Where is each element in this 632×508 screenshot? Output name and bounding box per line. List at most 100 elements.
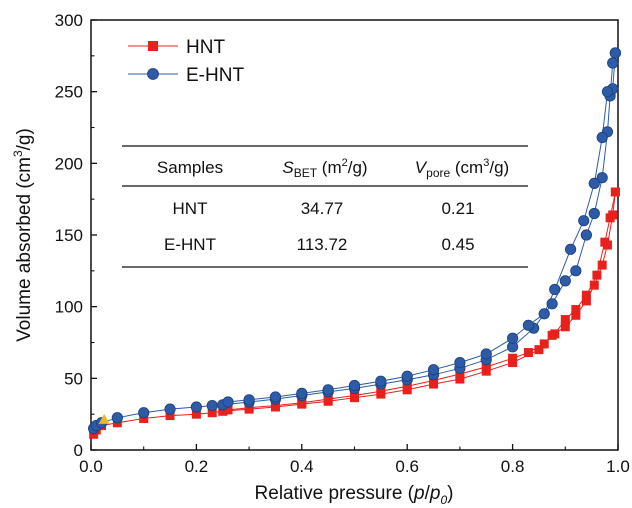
- data-point-hnt: [455, 369, 465, 379]
- table-header-vpore: Vpore (cm3/g): [415, 157, 509, 180]
- sbet-sup: 2: [342, 157, 348, 169]
- data-point-hnt: [523, 348, 533, 358]
- data-point-e-hnt: [601, 86, 614, 98]
- data-point-hnt: [571, 305, 581, 315]
- table-row-2-sbet: 113.72: [297, 235, 348, 254]
- data-point-hnt: [560, 315, 570, 325]
- table-row-1-sample: HNT: [173, 199, 208, 218]
- data-point-e-hnt: [522, 319, 535, 331]
- data-point-e-hnt: [546, 298, 558, 310]
- legend-hnt-marker: [148, 41, 158, 51]
- data-point-hnt: [571, 310, 581, 320]
- data-point-e-hnt: [375, 375, 387, 387]
- data-point-e-hnt: [269, 391, 282, 403]
- x-tick-label: 0.2: [185, 457, 209, 476]
- data-point-hnt: [402, 381, 412, 391]
- y-tick-label: 0: [74, 441, 83, 460]
- data-point-e-hnt: [190, 401, 202, 413]
- table-header-samples: Samples: [157, 158, 223, 177]
- data-point-e-hnt: [596, 172, 608, 184]
- axis-ticks: 0.0 0.2 0.4 0.6 0.8 1.0 0 50 100 150 200 250 300: [55, 11, 630, 476]
- data-point-e-hnt: [401, 370, 413, 382]
- data-point-e-hnt: [607, 57, 619, 69]
- data-point-hnt: [581, 296, 591, 306]
- data-point-hnt: [350, 391, 359, 401]
- x-axis-title-end: ): [447, 483, 453, 504]
- data-point-e-hnt: [538, 308, 550, 320]
- sbet-main: S: [282, 158, 294, 177]
- x-axis-title-p: p: [413, 483, 425, 504]
- data-point-e-hnt: [596, 131, 608, 144]
- data-point-e-hnt: [111, 412, 123, 424]
- data-point-hnt: [597, 260, 607, 270]
- data-point-e-hnt: [506, 332, 519, 344]
- data-point-e-hnt: [427, 364, 440, 376]
- x-tick-label: 0.0: [79, 457, 103, 476]
- x-tick-label: 0.8: [501, 457, 525, 476]
- data-point-hnt: [139, 413, 149, 423]
- y-tick-label: 150: [55, 226, 83, 245]
- data-point-hnt: [223, 405, 233, 415]
- legend: HNT E-HNT: [128, 37, 244, 86]
- data-point-hnt: [605, 213, 615, 223]
- table-header-sbet: SBET (m2/g): [282, 157, 367, 180]
- series-layer: [88, 47, 621, 439]
- legend-ehnt-label: E-HNT: [186, 65, 244, 86]
- data-point-hnt: [600, 237, 610, 247]
- data-point-hnt: [191, 409, 201, 419]
- vpore-main: V: [415, 158, 428, 177]
- data-point-hnt: [165, 411, 175, 421]
- data-point-e-hnt: [559, 275, 571, 287]
- data-point-e-hnt: [588, 177, 600, 189]
- legend-ehnt-marker: [147, 68, 159, 80]
- data-point-e-hnt: [348, 379, 361, 392]
- data-point-e-hnt: [549, 283, 561, 296]
- data-point-hnt: [323, 394, 333, 404]
- highlight-triangle-marker: [98, 413, 110, 424]
- y-tick-label: 200: [55, 154, 83, 173]
- data-point-e-hnt: [588, 207, 600, 220]
- data-point-e-hnt: [480, 348, 492, 360]
- data-point-e-hnt: [570, 265, 582, 277]
- sbet-end: /g): [348, 158, 368, 177]
- data-point-hnt: [610, 187, 620, 197]
- y-tick-label: 250: [55, 83, 83, 102]
- legend-hnt-label: HNT: [186, 37, 225, 58]
- data-point-hnt: [589, 280, 599, 290]
- data-point-e-hnt: [322, 384, 334, 396]
- data-point-hnt: [481, 362, 491, 372]
- data-point-e-hnt: [454, 356, 466, 369]
- data-point-hnt: [270, 401, 280, 411]
- y-axis-title-end: /g): [14, 128, 35, 150]
- data-point-e-hnt: [222, 396, 234, 408]
- x-tick-label: 1.0: [606, 457, 630, 476]
- data-point-hnt: [534, 345, 544, 355]
- y-axis-title-sup: 3: [11, 150, 25, 157]
- vpore-sup: 3: [483, 157, 489, 169]
- y-tick-label: 300: [55, 11, 83, 30]
- table-row-1-vpore: 0.21: [441, 199, 474, 218]
- vpore-unit: (cm: [450, 158, 483, 177]
- data-point-hnt: [244, 403, 254, 413]
- legend-item-hnt: HNT: [128, 37, 225, 58]
- x-axis-title-p0-sub: 0: [440, 493, 447, 507]
- data-point-hnt: [376, 386, 386, 396]
- x-tick-label: 0.6: [395, 457, 419, 476]
- data-point-hnt: [539, 339, 549, 349]
- data-point-e-hnt: [564, 243, 577, 255]
- legend-item-ehnt: E-HNT: [128, 65, 244, 86]
- data-point-e-hnt: [609, 47, 621, 59]
- table-row-2-sample: E-HNT: [164, 235, 216, 254]
- vpore-sub: pore: [426, 166, 450, 180]
- table-row-1-sbet: 34.77: [301, 199, 344, 218]
- data-point-hnt: [581, 290, 591, 300]
- x-tick-label: 0.4: [290, 457, 314, 476]
- series-line-e-hnt-desorption: [227, 52, 616, 403]
- data-point-hnt: [429, 375, 439, 385]
- x-axis-title-main: Relative pressure (: [255, 483, 415, 504]
- y-tick-label: 100: [55, 298, 83, 317]
- data-point-e-hnt: [243, 394, 255, 406]
- data-point-hnt: [508, 353, 518, 363]
- data-point-e-hnt: [296, 387, 308, 399]
